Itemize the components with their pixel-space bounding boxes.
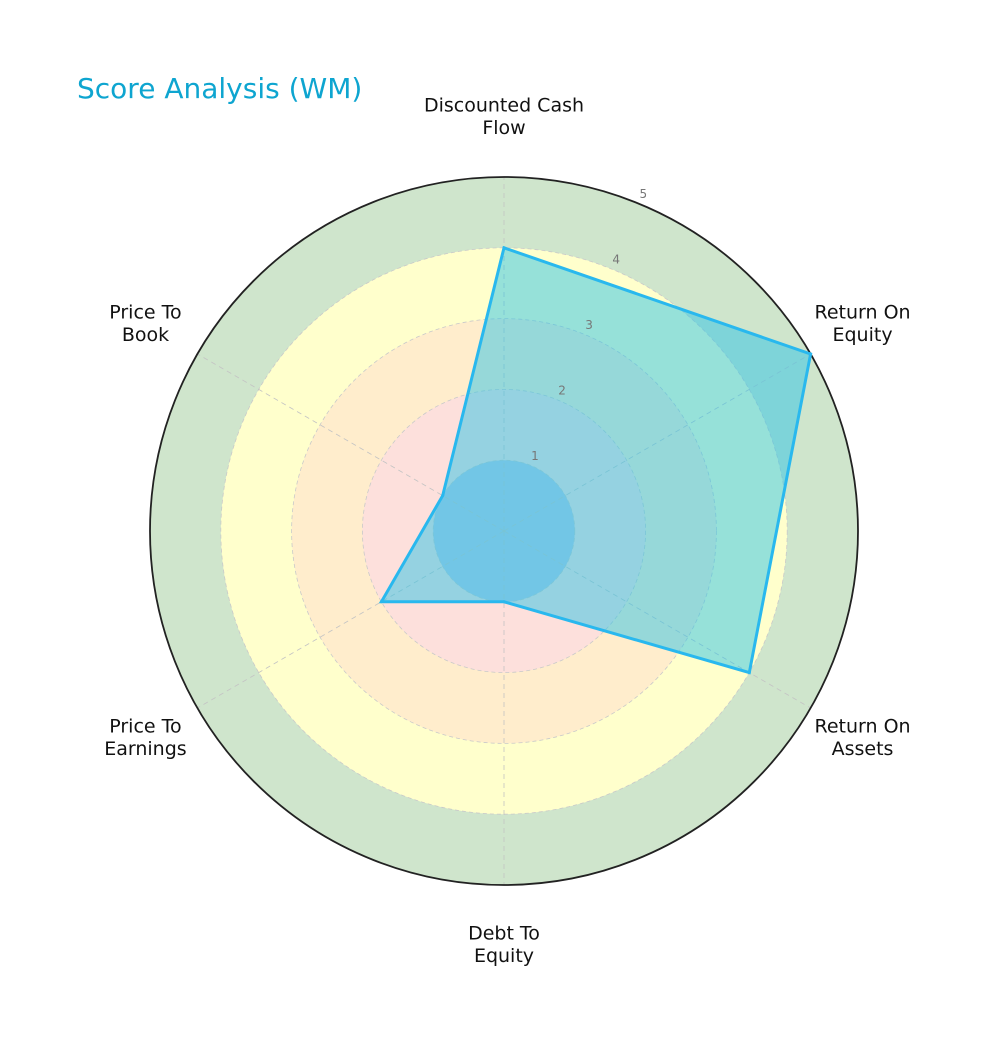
axis-label-line: Earnings <box>104 738 186 760</box>
data-point <box>502 600 506 604</box>
tick-label: 2 <box>558 383 566 397</box>
tick-label: 4 <box>612 253 620 267</box>
tick-label: 3 <box>585 318 593 332</box>
outer-ring <box>149 176 859 886</box>
axis-label-line: Debt To <box>468 922 540 944</box>
axis-label-line: Equity <box>832 324 892 346</box>
tick-labels: 1 2 3 4 5 <box>531 187 647 463</box>
axis-label-line: Equity <box>474 945 534 967</box>
axis-label-line: Flow <box>482 117 525 139</box>
axis-label-line: Discounted Cash <box>424 94 584 116</box>
data-point <box>809 352 813 356</box>
axis-label-line: Price To <box>109 301 181 323</box>
axis-label-line: Assets <box>832 738 894 760</box>
axis-label-line: Return On <box>814 715 910 737</box>
tick-label: 1 <box>531 449 539 463</box>
series-layer <box>378 245 813 675</box>
data-point <box>379 600 383 604</box>
tick-label: 5 <box>639 187 647 201</box>
axis-label-line: Return On <box>814 301 910 323</box>
data-point <box>441 494 445 498</box>
chart-title: Score Analysis (WM) <box>77 72 362 105</box>
data-point <box>502 246 506 250</box>
axis-label-line: Book <box>122 324 169 346</box>
data-point <box>747 671 751 675</box>
axis-label-line: Price To <box>109 715 181 737</box>
